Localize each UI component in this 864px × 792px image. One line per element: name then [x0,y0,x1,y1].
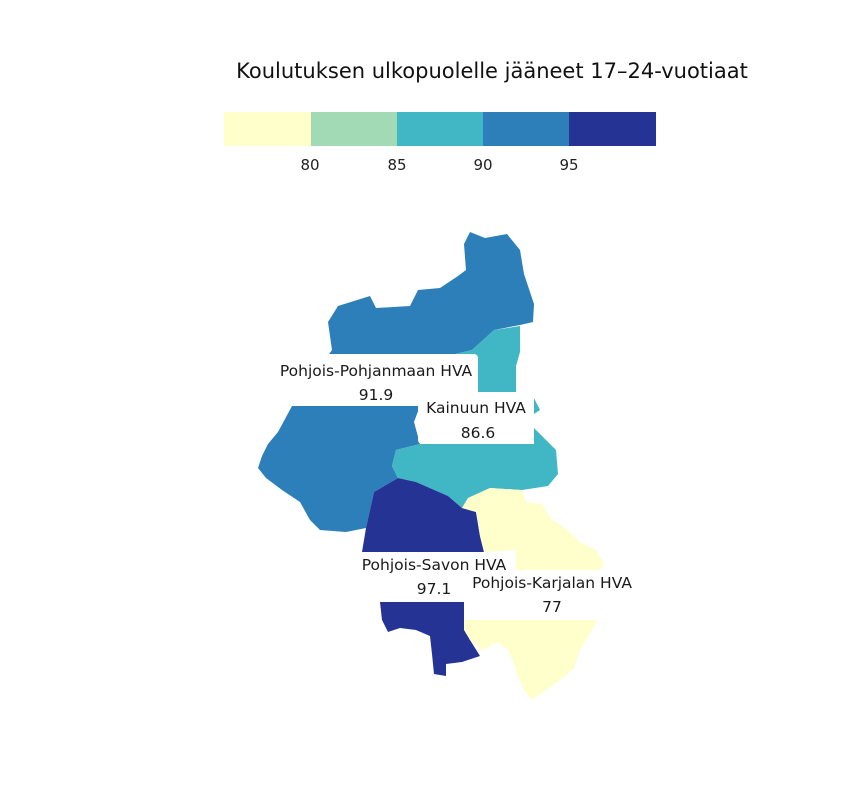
legend-swatch-5 [569,112,656,146]
region-value-pohjois-savo: 97.1 [417,580,452,598]
legend-swatch-4 [483,112,570,146]
region-kainuu-south[interactable] [392,428,558,508]
region-pohjois-savo-north[interactable] [362,478,484,552]
map-regions [258,232,604,700]
map-title: Koulutuksen ulkopuolelle jääneet 17–24-v… [236,59,748,83]
label-kainuu: Kainuun HVA 86.6 [418,392,534,444]
region-pohjois-karjala-south[interactable] [464,620,598,700]
region-pohjois-karjala-north[interactable] [462,488,604,572]
region-name-kainuu: Kainuun HVA [426,399,526,417]
region-name-pohjois-savo: Pohjois-Savon HVA [362,556,507,574]
region-value-pohjois-karjala: 77 [542,598,562,616]
region-labels: Pohjois-Pohjanmaan HVA 91.9 Kainuun HVA … [276,354,638,620]
region-kainuu-edge[interactable] [534,398,540,414]
label-box-kainuu [418,392,534,444]
legend-tick-85: 85 [387,156,406,174]
region-name-pohjois-pohjanmaa: Pohjois-Pohjanmaan HVA [280,362,473,380]
legend-tick-90: 90 [473,156,492,174]
legend-swatch-3 [397,112,484,146]
region-pohjois-savo-south[interactable] [380,602,480,676]
label-pohjois-karjala: Pohjois-Karjalan HVA 77 [466,570,638,620]
region-name-pohjois-karjala: Pohjois-Karjalan HVA [472,574,632,592]
legend-swatch-2 [311,112,398,146]
region-pohjois-pohjanmaa-south[interactable] [258,406,420,532]
region-kainuu-north[interactable] [447,326,520,392]
region-value-pohjois-pohjanmaa: 91.9 [359,386,394,404]
label-box-pohjois-karjala [466,570,638,620]
legend-tick-95: 95 [559,156,578,174]
legend-tick-80: 80 [300,156,319,174]
region-value-kainuu: 86.6 [461,424,496,442]
legend-swatch-1 [224,112,311,146]
legend: 80 85 90 95 [224,112,656,174]
